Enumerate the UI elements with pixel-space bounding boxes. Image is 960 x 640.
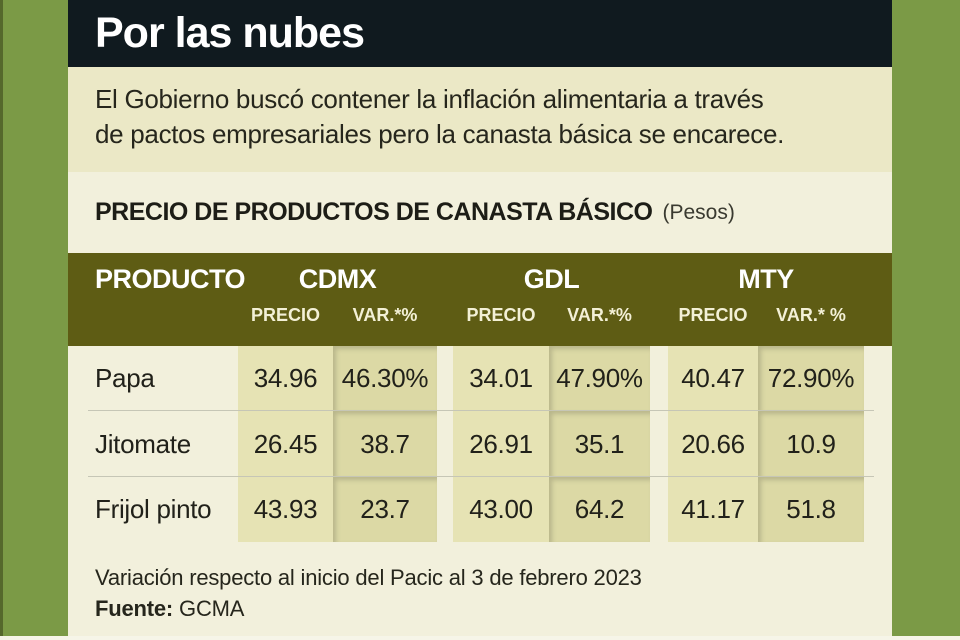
cell-mty-precio: 41.17 <box>668 477 758 542</box>
table-row-jitomate: Jitomate 26.45 38.7 26.91 35.1 20.66 10.… <box>68 411 892 477</box>
cell-mty-var: 72.90% <box>758 346 864 411</box>
column-group-mty: MTY <box>738 263 794 294</box>
row-label: Papa <box>95 363 155 393</box>
table-body: Papa 34.96 46.30% 34.01 47.90% 40.47 72.… <box>68 346 892 542</box>
row-label: Jitomate <box>95 428 191 459</box>
cell-mty-precio: 20.66 <box>668 411 758 477</box>
cell-mty-var: 10.9 <box>758 411 864 477</box>
section-unit-label: (Pesos) <box>662 200 735 224</box>
cell-cdmx-var: 23.7 <box>333 477 437 542</box>
cell-gdl-var: 47.90% <box>549 346 650 411</box>
table-row-papa: Papa 34.96 46.30% 34.01 47.90% 40.47 72.… <box>68 346 892 411</box>
subheader-cdmx-var: VAR.*% <box>352 305 418 325</box>
source-label: Fuente: <box>95 596 174 621</box>
footer: Variación respecto al inicio del Pacic a… <box>68 542 892 640</box>
cell-gdl-precio: 26.91 <box>453 411 549 477</box>
source-value: GCMA <box>179 596 245 621</box>
table-header: PRODUCTO CDMX GDL MTY PRECIO VAR.*% PREC… <box>68 253 892 346</box>
section-title: PRECIO DE PRODUCTOS DE CANASTA BÁSICO <box>95 198 653 226</box>
column-group-gdl: GDL <box>523 263 580 294</box>
footnote: Variación respecto al inicio del Pacic a… <box>95 565 642 590</box>
subheader-mty-var: VAR.* % <box>776 305 846 325</box>
cell-mty-var: 51.8 <box>758 477 864 542</box>
column-header-product: PRODUCTO <box>95 263 246 294</box>
description: El Gobierno buscó contener la inflación … <box>68 67 892 172</box>
cell-cdmx-var: 46.30% <box>333 346 437 411</box>
cell-cdmx-precio: 34.96 <box>238 346 333 411</box>
cell-gdl-var: 64.2 <box>549 477 650 542</box>
cell-cdmx-precio: 43.93 <box>238 477 333 542</box>
subheader-mty-precio: PRECIO <box>678 305 748 325</box>
source-line: Fuente: GCMA <box>95 593 872 624</box>
title-bar: Por las nubes <box>68 0 892 67</box>
frame-left <box>0 0 68 636</box>
description-line-1: El Gobierno buscó contener la inflación … <box>95 84 764 114</box>
cell-mty-precio: 40.47 <box>668 346 758 411</box>
infographic-panel: Por las nubes El Gobierno buscó contener… <box>68 0 892 640</box>
description-line-2: de pactos empresariales pero la canasta … <box>95 119 785 149</box>
frame-right <box>892 0 960 636</box>
bottom-strip <box>0 636 960 640</box>
cell-cdmx-precio: 26.45 <box>238 411 333 477</box>
subheader-gdl-var: VAR.*% <box>567 305 632 325</box>
cell-gdl-precio: 43.00 <box>453 477 549 542</box>
table-row-frijol-pinto: Frijol pinto 43.93 23.7 43.00 64.2 41.17… <box>68 477 892 542</box>
subheader-cdmx-precio: PRECIO <box>250 305 320 325</box>
subheader-gdl-precio: PRECIO <box>466 305 536 325</box>
cell-cdmx-var: 38.7 <box>333 411 437 477</box>
cell-gdl-precio: 34.01 <box>453 346 549 411</box>
cell-gdl-var: 35.1 <box>549 411 650 477</box>
column-group-cdmx: CDMX <box>298 263 377 294</box>
page-title: Por las nubes <box>95 9 365 57</box>
row-label: Frijol pinto <box>95 494 212 524</box>
section-header: PRECIO DE PRODUCTOS DE CANASTA BÁSICO (P… <box>68 172 892 253</box>
